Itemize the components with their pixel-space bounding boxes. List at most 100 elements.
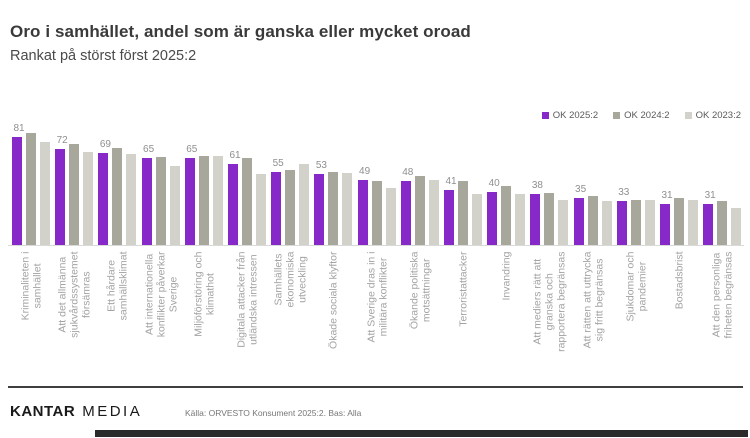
category-label: Ökade sociala klyftor	[327, 251, 340, 349]
bar-value-label: 31	[661, 189, 673, 201]
bar-ok-2023-2	[256, 174, 266, 245]
page-subtitle: Rankat på störst först 2025:2	[10, 48, 197, 64]
brand-kantar-text: KANTAR	[10, 403, 76, 420]
bar-ok-2025-2	[703, 203, 714, 245]
brand-media-text: MEDIA	[82, 403, 143, 420]
bar-ok-2024-2	[285, 170, 296, 245]
category-label: Att Sverige dras in i militära konflikter	[364, 251, 389, 343]
bar-value-label: 40	[488, 177, 500, 189]
legend-item: OK 2025:2	[541, 110, 599, 121]
bar-ok-2025-2	[184, 158, 195, 245]
bar-ok-2025-2	[98, 153, 109, 245]
legend-item: OK 2024:2	[613, 110, 670, 121]
bar-ok-2024-2	[414, 175, 425, 245]
legend-label: OK 2023:2	[695, 110, 741, 121]
legend-item: OK 2023:2	[684, 110, 741, 121]
bar-ok-2025-2	[487, 191, 498, 245]
category-label: Ökande politiska motsättningar	[407, 251, 432, 330]
bar-ok-2023-2	[688, 199, 698, 245]
bar-ok-2023-2	[472, 194, 482, 245]
legend-label: OK 2025:2	[552, 110, 599, 121]
bar-ok-2023-2	[385, 187, 396, 245]
bar-ok-2024-2	[328, 171, 339, 245]
bar-ok-2023-2	[83, 151, 94, 245]
category-label: Invandring	[500, 251, 513, 301]
bar-ok-2024-2	[198, 155, 209, 245]
bar-ok-2025-2	[228, 163, 238, 245]
bar-value-label: 48	[402, 167, 414, 178]
bar-value-label: 49	[359, 165, 371, 177]
bar-value-label: 31	[704, 189, 716, 201]
bar-ok-2023-2	[40, 142, 50, 245]
category-label: Samhällets ekonomiska utveckling	[272, 251, 309, 308]
category-label: Att rätten att uttrycka sig fritt begräns…	[580, 251, 605, 349]
bar-ok-2025-2	[55, 149, 66, 245]
bar-ok-2024-2	[69, 143, 80, 245]
category-label: Att det allmänna sjukvårdssystemet försämr…	[56, 251, 93, 338]
bar-value-label: 38	[531, 180, 543, 192]
bar-ok-2025-2	[573, 198, 584, 245]
legend-swatch-icon	[684, 112, 692, 119]
bar-ok-2023-2	[342, 173, 353, 245]
category-label: Terroristattacker	[457, 251, 469, 327]
legend-swatch-icon	[613, 112, 621, 119]
bar-ok-2023-2	[126, 154, 137, 245]
category-label: Ett hårdare samhällsklimat	[105, 251, 130, 321]
bar-value-label: 33	[618, 187, 630, 198]
category-label: Digitala attacker från utländska intresse…	[235, 251, 259, 348]
bar-ok-2025-2	[357, 179, 368, 245]
bar-ok-2024-2	[458, 181, 468, 245]
bar-ok-2024-2	[371, 181, 382, 245]
footer-divider	[8, 386, 743, 388]
bar-value-label: 35	[575, 184, 587, 196]
bar-ok-2023-2	[169, 166, 180, 245]
bar-value-label: 69	[99, 139, 111, 150]
bar-ok-2023-2	[601, 201, 612, 245]
bar-ok-2024-2	[630, 199, 641, 245]
category-label: Att den personliga friheten begränsas	[710, 251, 735, 339]
bar-ok-2024-2	[242, 158, 252, 245]
kantar-media-logo: KANTAR MEDIA	[10, 403, 142, 420]
bar-ok-2025-2	[660, 203, 670, 245]
x-axis-line	[8, 245, 744, 246]
bar-ok-2023-2	[558, 199, 569, 245]
bar-ok-2024-2	[674, 198, 684, 245]
category-label: Miljöförstöring och klimathot	[191, 251, 216, 337]
category-label: Att internationella konflikter påverkar Sv…	[142, 251, 179, 338]
bar-ok-2023-2	[644, 199, 655, 245]
bar-ok-2025-2	[444, 190, 454, 245]
bar-value-label: 53	[315, 160, 327, 172]
chart-legend: OK 2025:2 OK 2024:2 OK 2023:2	[541, 110, 741, 121]
bar-ok-2023-2	[212, 155, 223, 245]
bar-ok-2025-2	[141, 158, 152, 245]
bar-ok-2025-2	[12, 137, 22, 245]
bar-ok-2025-2	[400, 181, 411, 245]
legend-label: OK 2024:2	[624, 110, 670, 121]
category-label: Kriminaliteten i samhället	[19, 251, 43, 321]
bar-ok-2023-2	[731, 207, 742, 245]
category-label: Sjukdomar och pandemier	[623, 251, 648, 322]
bar-ok-2025-2	[530, 194, 541, 245]
bar-ok-2024-2	[544, 193, 555, 245]
bar-ok-2024-2	[501, 186, 512, 245]
bar-value-label: 55	[272, 157, 284, 169]
bar-ok-2024-2	[155, 157, 166, 245]
bar-value-label: 65	[186, 144, 198, 156]
category-label: Att mediers rätt att granska och rapporter…	[531, 251, 568, 352]
bar-value-label: 61	[229, 149, 241, 161]
bar-value-label: 65	[143, 144, 155, 156]
bar-ok-2025-2	[616, 201, 627, 245]
bottom-accent-bar	[95, 430, 748, 437]
legend-swatch-icon	[541, 112, 549, 119]
bar-ok-2023-2	[515, 194, 526, 245]
bar-ok-2024-2	[112, 147, 123, 245]
bar-value-label: 72	[56, 135, 68, 146]
bar-ok-2025-2	[314, 174, 325, 245]
bar-ok-2024-2	[717, 201, 728, 245]
bar-value-label: 41	[445, 176, 457, 188]
bar-ok-2023-2	[299, 163, 310, 245]
bar-ok-2025-2	[271, 171, 282, 245]
source-text: Källa: ORVESTO Konsument 2025:2. Bas: Al…	[185, 408, 362, 418]
bar-value-label: 81	[13, 123, 25, 134]
bar-ok-2023-2	[428, 179, 439, 245]
